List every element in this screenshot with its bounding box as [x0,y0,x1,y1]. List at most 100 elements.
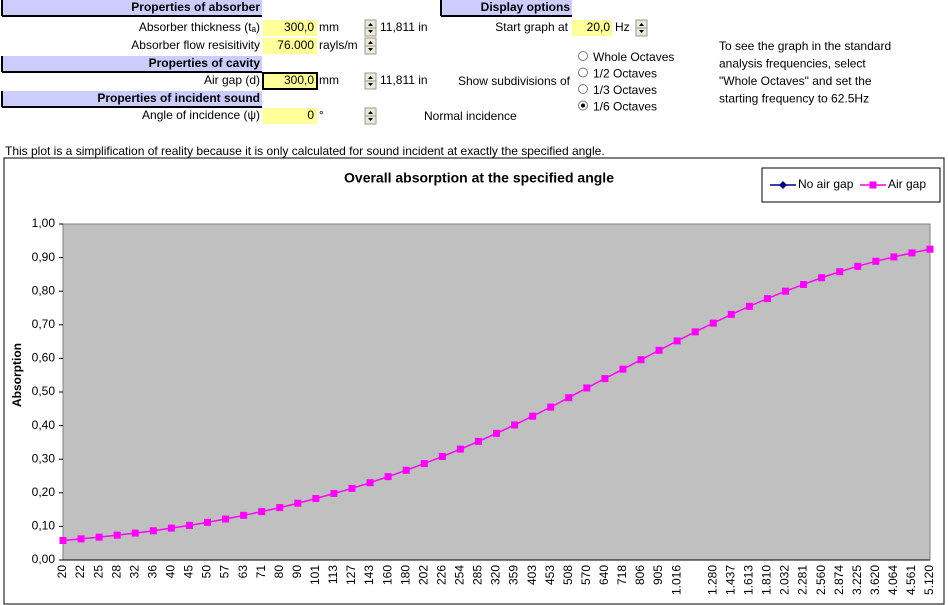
spinner-arrow [639,23,644,33]
x-tick-label: 359 [507,565,521,585]
data-point [294,499,302,507]
data-point [673,337,681,345]
input-field[interactable] [263,108,317,124]
note: Normal incidence [424,109,517,123]
radio-label[interactable]: 1/2 Octaves [593,67,657,81]
radio-button[interactable] [578,67,588,78]
data-point [655,346,663,354]
data-point [547,403,555,411]
data-point [908,249,916,257]
x-tick-label: 640 [597,565,611,585]
data-point [204,518,211,526]
spinner-arrow [368,76,373,86]
spinner-arrow [368,41,373,51]
radio-label[interactable]: 1/6 Octaves [593,100,657,114]
radio-button[interactable] [578,84,588,94]
input-field[interactable] [263,38,317,54]
radio-button[interactable] [578,51,588,61]
field-label: Absorber thickness (tₐ) [139,20,260,34]
data-point [113,531,121,539]
legend-label: No air gap [798,177,854,191]
data-point [59,537,67,545]
input-value: 300,0 [284,73,314,87]
y-tick-label: 1,00 [32,216,56,230]
spinner-arrow [368,23,373,33]
data-point [222,515,230,523]
x-tick-label: 1.280 [705,565,719,595]
x-tick-label: 2.032 [778,565,792,595]
data-point [420,460,428,468]
x-tick-label: 101 [308,565,322,585]
field-label: Show subdivisions of [458,74,571,88]
converted-value: 11,811 in [380,73,428,87]
data-point [185,521,193,529]
data-point [854,262,862,270]
x-tick-label: 50 [200,565,214,579]
data-point [95,533,103,541]
x-tick-label: 20 [55,565,69,579]
input-field[interactable] [263,20,317,36]
data-point [493,429,500,437]
input-value: 300,0 [284,20,314,34]
radio-label[interactable]: 1/3 Octaves [593,83,657,97]
radio-label[interactable]: Whole Octaves [593,50,674,64]
x-tick-label: 254 [453,565,467,585]
data-point [366,479,374,487]
field-label: Start graph at [495,20,568,34]
data-point [565,394,573,402]
input-value: 20,0 [587,20,611,34]
x-tick-label: 1.810 [760,565,774,595]
x-tick-label: 806 [633,565,647,585]
input-field[interactable] [262,72,318,90]
y-tick-label: 0,00 [32,552,56,566]
x-tick-label: 28 [109,565,123,579]
x-tick-label: 4.064 [886,565,900,595]
input-field[interactable] [572,20,612,36]
data-point [727,310,735,318]
x-tick-label: 40 [164,565,178,579]
data-point [348,484,356,492]
data-point [511,421,519,429]
data-point [474,437,482,445]
y-tick-label: 0,90 [32,250,56,264]
x-tick-label: 22 [73,565,87,579]
data-point [77,535,85,543]
x-tick-label: 4.561 [904,565,918,595]
y-tick-label: 0,70 [32,317,56,331]
x-tick-label: 143 [362,565,376,585]
x-tick-label: 45 [182,565,196,579]
field-label: Absorber flow resisitivity [131,38,260,52]
x-tick-label: 1.437 [723,565,737,595]
data-point [167,524,175,532]
data-point [402,466,410,474]
section-title: Properties of incident sound [97,91,260,105]
x-tick-label: 36 [145,565,159,579]
x-tick-label: 32 [127,565,141,579]
x-tick-label: 718 [615,565,629,585]
data-point [240,511,248,519]
legend-label: Air gap [888,177,926,191]
y-tick-label: 0,30 [32,451,56,465]
unit: Hz [615,20,630,34]
x-tick-label: 25 [91,565,105,579]
x-tick-label: 202 [416,565,430,585]
help-text: analysis frequencies, select [719,57,866,71]
section-title: Display options [481,0,571,14]
field-label: Air gap (d) [204,73,260,87]
help-text: To see the graph in the standard [719,39,891,53]
x-tick-label: 113 [326,565,340,584]
x-tick-label: 285 [471,565,485,585]
x-tick-label: 90 [290,565,304,579]
data-point [836,268,844,276]
x-tick-label: 80 [272,565,286,579]
section-title: Properties of cavity [149,56,261,70]
field-label: Angle of incidence (ψ) [142,108,260,122]
radio-dot [581,103,585,108]
data-point [312,495,320,503]
x-tick-label: 2.281 [796,565,810,595]
x-tick-label: 226 [434,565,448,585]
x-tick-label: 160 [380,565,394,585]
data-point [872,257,880,265]
y-axis-label: Absorption [10,343,24,407]
